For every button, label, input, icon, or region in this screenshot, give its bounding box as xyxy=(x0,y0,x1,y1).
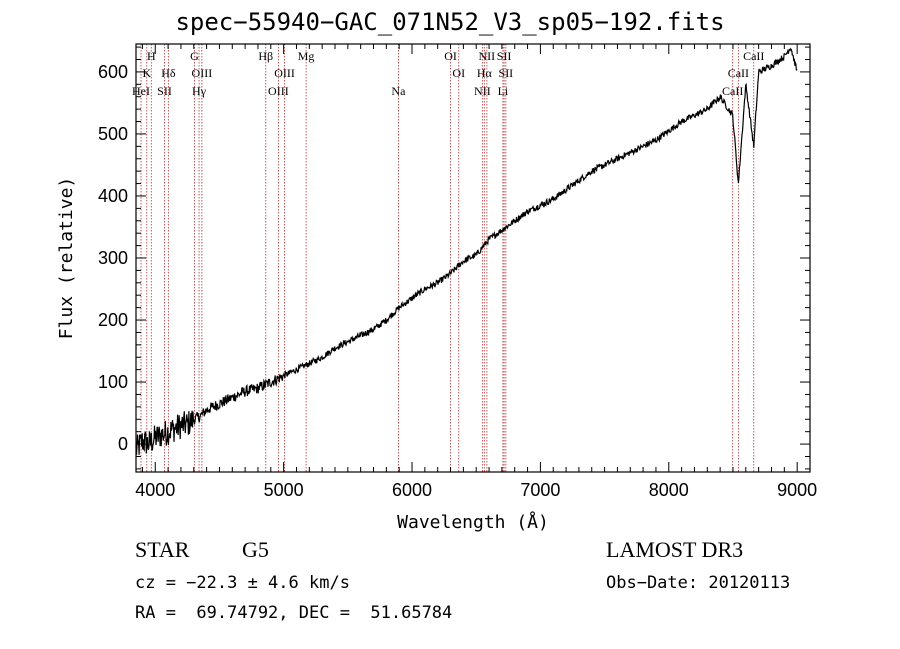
obs-date: Obs−Date: 20120113 xyxy=(606,573,791,593)
line-label-13: OI xyxy=(444,49,457,63)
line-label-0: H xyxy=(147,49,156,63)
y-tick-label-6: 600 xyxy=(98,62,128,82)
line-label-14: OI xyxy=(452,66,465,80)
y-tick-label-4: 400 xyxy=(98,186,128,206)
line-label-11: Mg xyxy=(298,49,315,63)
y-tick-label-2: 200 xyxy=(98,310,128,330)
x-tick-label-4: 8000 xyxy=(649,480,689,500)
spectrum-line xyxy=(135,47,798,455)
line-label-8: Hβ xyxy=(258,49,273,63)
line-label-1: K xyxy=(142,66,151,80)
line-label-19: NII xyxy=(474,84,491,98)
line-label-15: NII xyxy=(479,49,496,63)
y-axis-ticks: 0 100 200 300 400 500 600 xyxy=(98,46,810,470)
line-label-23: CaII xyxy=(722,84,743,98)
x-tick-label-5: 9000 xyxy=(777,480,817,500)
x-axis-ticks: 4000 5000 6000 7000 8000 9000 xyxy=(135,44,817,500)
y-axis-title: Flux (relative) xyxy=(56,177,77,340)
line-label-17: Hα xyxy=(477,66,493,80)
y-tick-label-5: 500 xyxy=(98,124,128,144)
x-tick-label-0: 4000 xyxy=(135,480,175,500)
line-label-6: OIII xyxy=(192,66,213,80)
y-tick-label-0: 0 xyxy=(118,434,128,454)
line-label-21: CaII xyxy=(743,49,764,63)
y-tick-label-1: 100 xyxy=(98,372,128,392)
line-label-4: SII xyxy=(157,84,172,98)
object-subclass: G5 xyxy=(242,537,269,562)
line-label-10: OIII xyxy=(268,84,289,98)
line-label-7: Hγ xyxy=(192,84,207,98)
line-label-18: SII xyxy=(499,66,514,80)
x-tick-label-3: 7000 xyxy=(520,480,560,500)
x-tick-label-2: 6000 xyxy=(392,480,432,500)
y-tick-label-3: 300 xyxy=(98,248,128,268)
line-label-22: CaII xyxy=(728,66,749,80)
line-label-5: G xyxy=(190,49,199,63)
x-axis-title: Wavelength (Å) xyxy=(397,511,549,533)
line-label-2: HeI xyxy=(132,84,150,98)
line-label-12: Na xyxy=(391,84,406,98)
coordinates: RA = 69.74792, DEC = 51.65784 xyxy=(135,603,453,623)
line-markers xyxy=(140,44,755,472)
survey-name: LAMOST DR3 xyxy=(606,537,744,562)
chart-title: spec−55940−GAC_071N52_V3_sp05−192.fits xyxy=(175,8,725,36)
line-label-16: SII xyxy=(497,49,512,63)
object-class: STAR xyxy=(135,537,190,562)
line-label-3: Hδ xyxy=(161,66,176,80)
line-label-20: Li xyxy=(498,84,509,98)
redshift-text: cz = −22.3 ± 4.6 km/s xyxy=(135,573,350,593)
line-label-9: OIII xyxy=(274,66,295,80)
x-tick-label-1: 5000 xyxy=(264,480,304,500)
